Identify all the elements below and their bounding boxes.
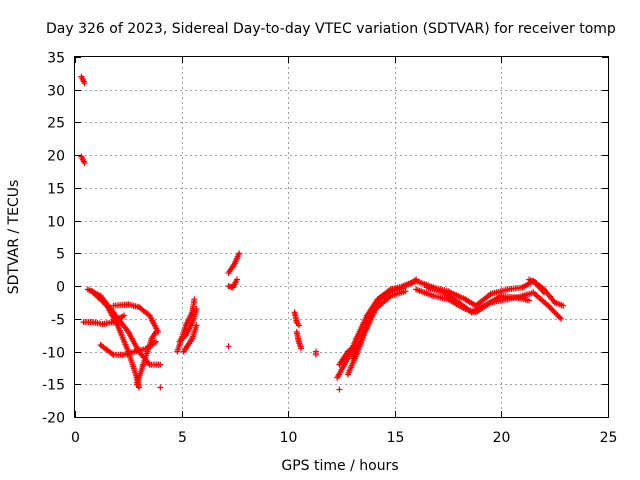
data-point bbox=[157, 384, 164, 391]
data-point bbox=[81, 80, 88, 87]
data-point bbox=[526, 297, 533, 304]
y-tick-label: 20 bbox=[47, 149, 65, 165]
y-tick-label: -10 bbox=[42, 346, 65, 362]
plot-frame bbox=[74, 56, 609, 418]
data-point bbox=[556, 314, 563, 321]
x-tick-label: 5 bbox=[178, 430, 187, 446]
data-point bbox=[541, 289, 547, 296]
data-point bbox=[136, 384, 142, 391]
x-axis-label: GPS time / hours bbox=[281, 458, 398, 474]
y-tick-label: 35 bbox=[47, 51, 65, 67]
x-tick-label: 0 bbox=[71, 430, 80, 446]
y-tick-label: 10 bbox=[47, 215, 65, 231]
x-tick-label: 25 bbox=[600, 430, 618, 446]
data-point bbox=[193, 306, 200, 312]
data-point bbox=[402, 288, 409, 295]
data-point bbox=[157, 361, 164, 368]
y-tick-label: 15 bbox=[47, 182, 65, 198]
data-point bbox=[153, 338, 159, 345]
data-point bbox=[558, 315, 565, 322]
y-tick-label: 25 bbox=[47, 116, 65, 132]
y-tick-label: 0 bbox=[56, 280, 65, 296]
data-point bbox=[225, 343, 232, 350]
y-tick-label: -20 bbox=[42, 411, 65, 427]
data-point bbox=[336, 386, 343, 393]
x-tick-labels: 0 5 10 15 20 25 bbox=[71, 430, 617, 446]
data-point bbox=[312, 351, 319, 358]
x-tick-label: 15 bbox=[387, 430, 405, 446]
chart-title: Day 326 of 2023, Sidereal Day-to-day VTE… bbox=[46, 21, 616, 37]
x-tick-label: 20 bbox=[493, 430, 511, 446]
data-point bbox=[81, 160, 88, 166]
data-point bbox=[121, 312, 127, 319]
axis-ticks bbox=[75, 57, 609, 418]
data-point bbox=[191, 296, 198, 303]
data-point bbox=[234, 276, 240, 283]
data-points bbox=[78, 73, 567, 393]
y-tick-labels: -20 -15 -10 -5 0 5 10 15 20 25 30 35 bbox=[42, 51, 65, 427]
x-tick-label: 10 bbox=[280, 430, 298, 446]
data-point bbox=[295, 322, 302, 329]
data-point bbox=[153, 328, 159, 335]
y-tick-label: -5 bbox=[51, 313, 65, 329]
y-tick-label: 5 bbox=[56, 247, 65, 263]
y-axis-label: SDTVAR / TECUs bbox=[6, 180, 22, 295]
data-point bbox=[298, 345, 304, 352]
data-point bbox=[193, 322, 200, 329]
y-tick-label: 30 bbox=[47, 84, 65, 100]
grid-lines bbox=[75, 57, 608, 417]
data-point bbox=[236, 250, 243, 257]
y-tick-label: -15 bbox=[42, 378, 65, 394]
data-point bbox=[560, 302, 567, 309]
